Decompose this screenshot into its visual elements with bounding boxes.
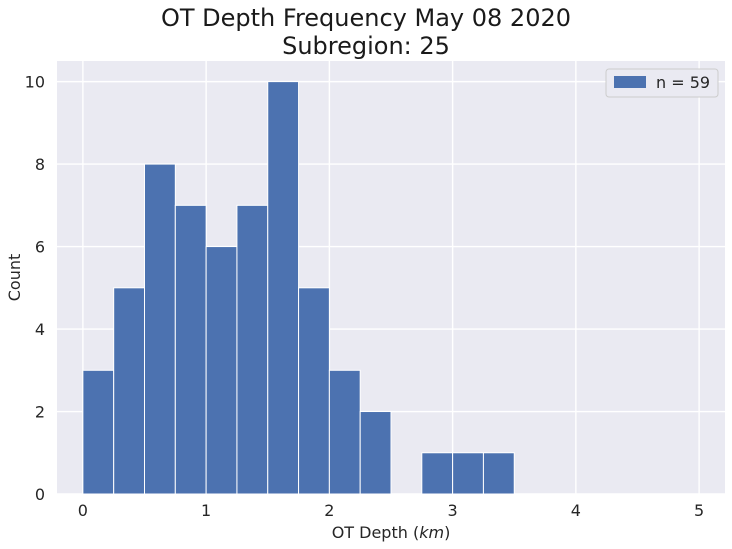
x-axis-label-prefix: OT Depth ( — [332, 523, 420, 542]
histogram-bar — [82, 369, 115, 495]
histogram-bar — [144, 163, 176, 495]
histogram-bar — [328, 369, 361, 495]
y-tick-label: 6 — [35, 238, 45, 257]
histogram-bar — [113, 287, 146, 495]
x-axis-label-suffix: ) — [444, 523, 450, 542]
x-tick-label: 5 — [694, 501, 704, 520]
x-axis-ticks: 0 1 2 3 4 5 — [78, 501, 704, 520]
histogram-bar — [421, 452, 454, 495]
y-axis-ticks: 0 2 4 6 8 10 — [25, 73, 45, 504]
legend-label: n = 59 — [656, 73, 710, 92]
histogram-bar — [359, 411, 392, 495]
x-tick-label: 3 — [448, 501, 458, 520]
y-tick-label: 4 — [35, 320, 45, 339]
x-tick-label: 1 — [201, 501, 211, 520]
chart-title-line-2: Subregion: 25 — [282, 32, 450, 60]
x-tick-label: 0 — [78, 501, 88, 520]
histogram-bar — [452, 452, 484, 495]
y-axis-label: Count — [5, 254, 24, 302]
y-tick-label: 10 — [25, 73, 45, 92]
legend-swatch — [614, 76, 646, 88]
y-tick-label: 0 — [35, 485, 45, 504]
histogram-bar — [205, 246, 238, 495]
x-axis-label: OT Depth (km) — [332, 523, 451, 542]
legend: n = 59 — [605, 68, 719, 98]
y-tick-label: 2 — [35, 403, 45, 422]
histogram-bars — [82, 81, 515, 495]
y-tick-label: 8 — [35, 155, 45, 174]
histogram-bar — [482, 452, 515, 495]
histogram-bar — [267, 81, 300, 495]
histogram-bar — [174, 204, 207, 495]
histogram-bar — [236, 204, 269, 495]
x-axis-label-unit: km — [419, 523, 444, 542]
histogram-bar — [298, 287, 330, 495]
chart-title-line-1: OT Depth Frequency May 08 2020 — [160, 4, 571, 32]
x-tick-label: 2 — [324, 501, 334, 520]
x-tick-label: 4 — [571, 501, 581, 520]
